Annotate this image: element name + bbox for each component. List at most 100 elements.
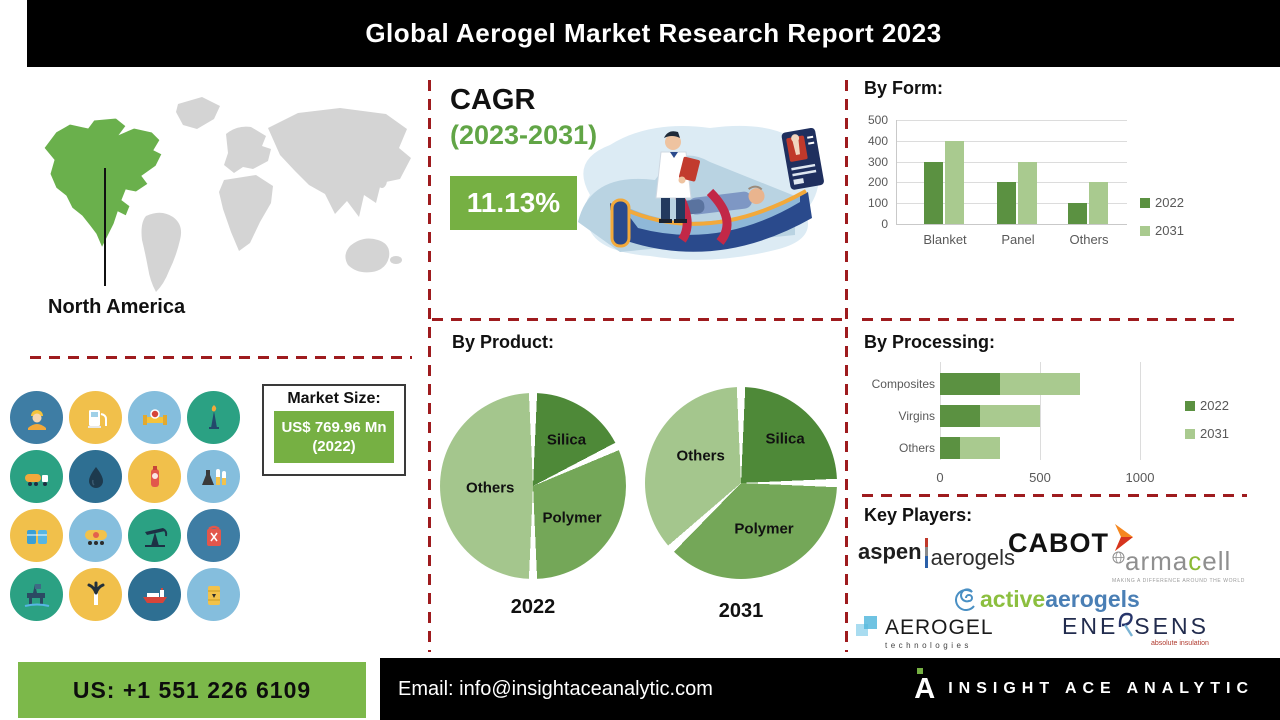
by-product-pie-2022: Silica Polymer Others <box>440 393 626 579</box>
aerogel-technologies-squares-icon <box>856 616 877 636</box>
x-tick-label: 0 <box>936 470 944 485</box>
market-size-label: Market Size: <box>287 390 381 407</box>
phone-banner: US: +1 551 226 6109 <box>18 662 366 718</box>
by-processing-chart: Composites Virgins Others 0 500 1000 2022 203… <box>855 350 1270 495</box>
region-label: North America <box>48 296 186 318</box>
brand-logo-dot <box>917 667 924 674</box>
jerry-can-icon <box>187 509 240 562</box>
armacell-wordmark-accent: c <box>1188 546 1203 576</box>
armacell-tagline: MAKING A DIFFERENCE AROUND THE WORLD <box>1112 578 1245 584</box>
active-wordmark: active <box>980 586 1046 612</box>
pie-caption-2031: 2031 <box>718 600 764 622</box>
aerogels-wordmark: aerogels <box>930 545 1015 570</box>
brand-logo-icon: A <box>914 667 935 706</box>
page-title: Global Aerogel Market Research Report 20… <box>365 18 942 48</box>
bar-2031 <box>1018 161 1037 224</box>
cagr-value: 11.13% <box>466 187 561 218</box>
legend-swatch <box>1185 428 1195 439</box>
aspen-aerogels-logo: aspen aerogels <box>858 538 1015 570</box>
armacell-wordmark-end: ell <box>1202 546 1232 576</box>
south-america-shape <box>141 212 182 292</box>
by-processing-title: By Processing: <box>864 332 996 352</box>
divider-vertical-2 <box>845 80 848 652</box>
oil-worker-icon <box>10 391 63 444</box>
armacell-globe-icon <box>1112 551 1125 564</box>
greenland-shape <box>176 97 220 129</box>
bar-2031 <box>945 140 964 224</box>
by-processing-plot-area <box>940 362 1152 460</box>
active-aerogels-wordmark: aerogels <box>1045 586 1140 612</box>
divider-right-mid <box>862 494 1247 497</box>
oil-drop-icon <box>69 450 122 503</box>
x-tick-label: 500 <box>1029 470 1051 485</box>
cagr-value-box: 11.13% <box>450 176 577 230</box>
tanker-ship-icon <box>128 568 181 621</box>
pie-slice-label-silica: Silica <box>765 430 805 448</box>
market-size-box: Market Size: US$ 769.96 Mn (2022) <box>262 384 406 476</box>
pie-slice-label-others: Others <box>676 447 725 465</box>
cabot-logo: CABOT <box>1008 524 1139 559</box>
stacked-bar-virgins <box>940 405 1040 427</box>
by-form-plot-area <box>896 120 1127 225</box>
industry-icons-grid <box>10 391 246 627</box>
by-form-y-axis: 0 100 200 300 400 500 <box>858 113 892 231</box>
bar-group-others <box>1068 182 1110 224</box>
y-tick-label: 500 <box>867 113 888 127</box>
category-label-others: Others <box>898 441 935 455</box>
by-form-title: By Form: <box>864 78 944 98</box>
map-leader-line <box>104 168 106 286</box>
africa-shape <box>219 175 273 251</box>
key-players-title: Key Players: <box>864 505 973 525</box>
bar-segment-2022 <box>940 405 980 427</box>
by-product-pie-2031: Silica Polymer Others <box>645 387 837 579</box>
gridline <box>897 161 1127 163</box>
enersens-wordmark-right: SENS <box>1134 613 1209 639</box>
bar-segment-2031 <box>980 405 1040 427</box>
y-tick-label: 200 <box>867 175 888 190</box>
pie-slice-label-polymer: Polymer <box>734 520 794 538</box>
stacked-bar-composites <box>940 373 1080 395</box>
category-label-virgins: Virgins <box>898 409 935 423</box>
armacell-wordmark-start: arma <box>1125 546 1189 576</box>
bar-2022 <box>1068 203 1087 224</box>
enersens-logo: ENE SENS absolute insulation <box>1062 612 1209 647</box>
offshore-platform-icon <box>10 568 63 621</box>
europe-shape <box>224 126 271 173</box>
bar-segment-2031 <box>960 437 1000 459</box>
tanker-truck-icon <box>10 450 63 503</box>
cagr-period: (2023-2031) <box>450 120 598 150</box>
by-product-title: By Product: <box>452 332 555 352</box>
pie-slice-label-polymer: Polymer <box>542 509 602 527</box>
bar-segment-2022 <box>940 373 1000 395</box>
gridline <box>1140 362 1141 460</box>
doctor-figure <box>655 131 700 223</box>
by-form-chart: 0 100 200 300 400 500 Blanket Panel Others 2022… <box>858 100 1268 270</box>
storage-tanks-icon <box>10 509 63 562</box>
lab-flasks-icon <box>187 450 240 503</box>
x-category-label: Others <box>1069 232 1109 247</box>
legend-item-2022: 2022 <box>1185 398 1229 413</box>
cagr-heading: CAGR <box>450 84 536 116</box>
y-tick-label: 300 <box>867 154 888 169</box>
category-label-composites: Composites <box>871 377 935 391</box>
north-america-shape <box>43 117 163 250</box>
mri-scanner-illustration <box>578 125 824 260</box>
armacell-logo: armacell MAKING A DIFFERENCE AROUND THE … <box>1112 546 1245 584</box>
pie-slice-label-silica: Silica <box>546 431 587 448</box>
pipeline-valve-icon <box>128 391 181 444</box>
cabot-wordmark: CABOT <box>1008 528 1109 558</box>
world-map <box>43 97 411 292</box>
divider-left <box>30 356 412 359</box>
active-aerogels-spiral-icon <box>955 588 975 611</box>
divider-center <box>432 318 842 321</box>
asia-shape <box>268 108 411 217</box>
aspen-wordmark: aspen <box>858 539 922 564</box>
cabot-arrow-icon <box>1115 524 1134 551</box>
aerogel-wordmark: AEROGEL <box>885 616 994 639</box>
bar-segment-2031 <box>1000 373 1080 395</box>
rail-tank-car-icon <box>69 509 122 562</box>
bar-2022 <box>997 182 1016 224</box>
legend-swatch <box>1140 197 1150 208</box>
market-size-value: US$ 769.96 Mn (2022) <box>274 411 394 463</box>
gridline <box>897 140 1127 142</box>
